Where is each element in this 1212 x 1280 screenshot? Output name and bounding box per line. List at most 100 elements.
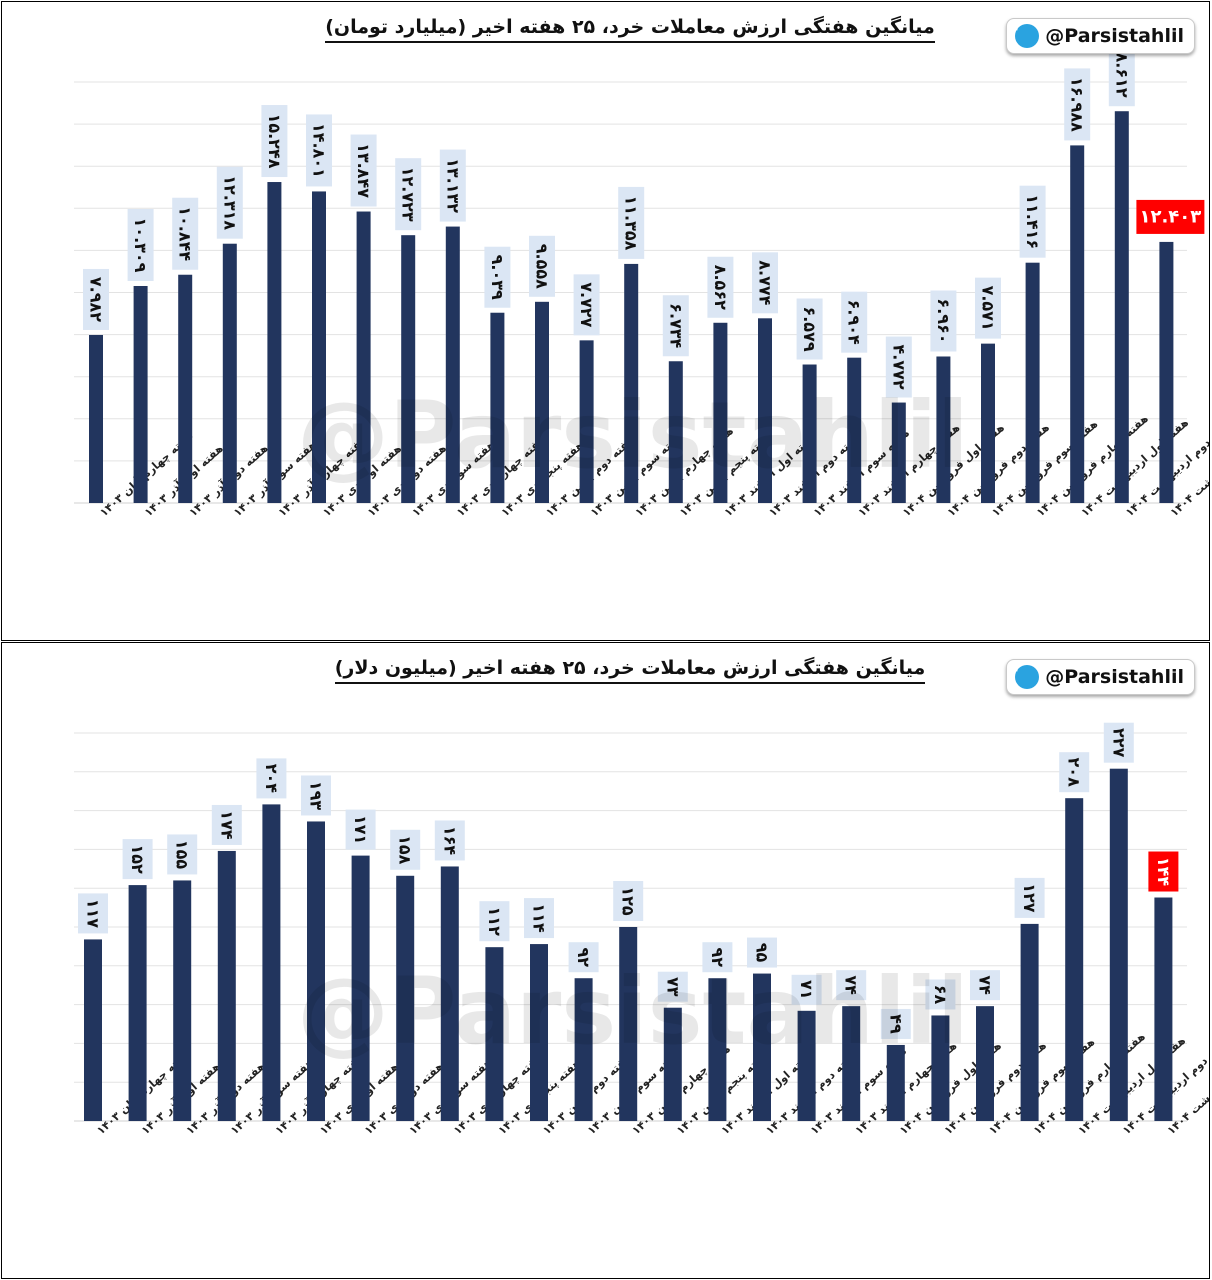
data-label: ۱۱۷ (78, 893, 108, 934)
data-label-text: ۷۳ (663, 977, 682, 997)
data-label-bg (707, 256, 734, 318)
data-label-text: ۱۸.۶۱۲ (1112, 43, 1131, 98)
data-label: ۹۲ (568, 942, 599, 973)
data-label-text: ۱۴.۸۰۱ (310, 123, 329, 178)
data-label: ۱۴.۸۰۱ (306, 114, 332, 187)
data-label-text: ۱۶.۹۸۸ (1068, 77, 1087, 132)
data-label: ۱۵.۲۴۸ (261, 105, 288, 178)
bar (713, 322, 728, 503)
data-label: ۷۴ (970, 970, 1000, 1001)
data-label: ۱۲.۴۰۳ (1136, 199, 1205, 234)
bar (133, 285, 148, 503)
bar (886, 1044, 905, 1121)
bar (842, 1006, 861, 1121)
data-label-bg (657, 971, 688, 1002)
data-label: ۷۴ (836, 970, 867, 1001)
data-label-bg (1148, 851, 1179, 892)
data-label-bg (390, 829, 421, 870)
data-label-text: ۱۵۲ (128, 844, 147, 874)
data-label: ۱۶۴ (434, 820, 465, 861)
data-label: ۱۰.۳۰۹ (127, 208, 154, 281)
data-label-bg (930, 290, 957, 352)
bar (981, 343, 995, 503)
bar (396, 875, 415, 1121)
data-label: ۹۲ (702, 942, 733, 973)
bar (663, 1007, 682, 1121)
bar (222, 243, 237, 503)
data-label: ۱۹۳ (301, 775, 331, 816)
bar (262, 804, 281, 1121)
data-label-text: ۱۱.۳۵۸ (622, 195, 641, 250)
data-label: ۹.۰۳۹ (484, 246, 511, 308)
data-label-bg (306, 114, 332, 187)
telegram-icon (1008, 21, 1040, 48)
data-label-text: ۱۴۴ (1154, 857, 1173, 887)
data-label-bg (1019, 185, 1046, 258)
bar (579, 340, 594, 503)
data-label-text: ۱۶۴ (440, 826, 459, 856)
data-label: ۱۲۵ (613, 881, 644, 921)
data-label: ۱۷۱ (345, 809, 376, 850)
data-label-bg (439, 149, 466, 222)
data-label: ۲۰۴ (256, 758, 287, 799)
data-label: ۱۱.۳۵۸ (618, 186, 645, 259)
data-label-text: ۱۱۷ (84, 899, 103, 929)
data-label-text: ۱۲.۷۲۳ (399, 167, 418, 222)
data-label-text: ۱۵.۲۴۸ (265, 114, 284, 169)
data-label: ۶۸ (925, 979, 956, 1010)
telegram-badge[interactable]: @Parsistahlil (1006, 18, 1195, 54)
data-label-bg (975, 277, 1001, 339)
data-label: ۴۹ (880, 1008, 911, 1039)
data-label-bg (261, 105, 288, 178)
data-label-text: ۱۹۳ (307, 781, 326, 811)
data-label-text: ۹۲ (574, 947, 593, 967)
data-label-bg (167, 834, 198, 875)
data-label-text: ۹۲ (708, 947, 727, 967)
data-label-text: ۲۰۴ (262, 764, 281, 794)
bar (847, 357, 862, 503)
data-label-text: ۶.۵۷۹ (800, 306, 819, 351)
bar (1025, 262, 1040, 503)
bar (530, 944, 548, 1121)
data-label-text: ۶۸ (931, 985, 950, 1005)
data-label: ۱۲۷ (1014, 877, 1045, 918)
data-label-bg (970, 970, 1000, 1001)
data-label: ۱۵۲ (122, 839, 153, 880)
bar (307, 821, 325, 1121)
bar (490, 312, 505, 503)
data-label-bg (568, 942, 599, 973)
data-label-bg (836, 970, 867, 1001)
telegram-handle: @Parsistahlil (1045, 25, 1184, 47)
bar (1065, 798, 1084, 1121)
data-label-text: ۶.۹۶۰ (934, 298, 953, 343)
data-label-text: ۷۱ (797, 980, 816, 1000)
data-label-bg (127, 208, 154, 281)
bar (401, 235, 416, 503)
bar (1154, 897, 1173, 1121)
data-label-text: ۱۵۵ (173, 840, 192, 870)
data-label-bg (216, 166, 243, 239)
data-label-text: ۱۱۴ (530, 903, 549, 933)
data-label: ۶.۵۷۹ (796, 298, 823, 360)
data-label: ۶.۹۰۴ (841, 291, 868, 353)
telegram-handle: @Parsistahlil (1045, 666, 1184, 688)
data-label-bg (256, 758, 287, 799)
bar (753, 973, 771, 1121)
data-label-text: ۴.۷۷۲ (889, 344, 908, 389)
bar (351, 855, 370, 1121)
bar (217, 850, 236, 1121)
telegram-badge[interactable]: @Parsistahlil (1006, 659, 1195, 695)
data-label-bg (747, 937, 777, 968)
data-label: ۱۱۲ (479, 901, 510, 942)
data-label-bg (172, 197, 199, 270)
bar (128, 885, 147, 1121)
data-label-text: ۱۲.۴۰۳ (1140, 206, 1202, 227)
data-label: ۹.۵۵۸ (529, 235, 555, 297)
data-label-bg (618, 186, 645, 259)
bar (619, 927, 638, 1121)
data-label: ۷.۷۲۷ (573, 274, 600, 336)
data-label-text: ۷.۹۸۲ (87, 277, 106, 322)
data-label: ۹۵ (747, 937, 777, 968)
data-label-bg (78, 893, 108, 934)
